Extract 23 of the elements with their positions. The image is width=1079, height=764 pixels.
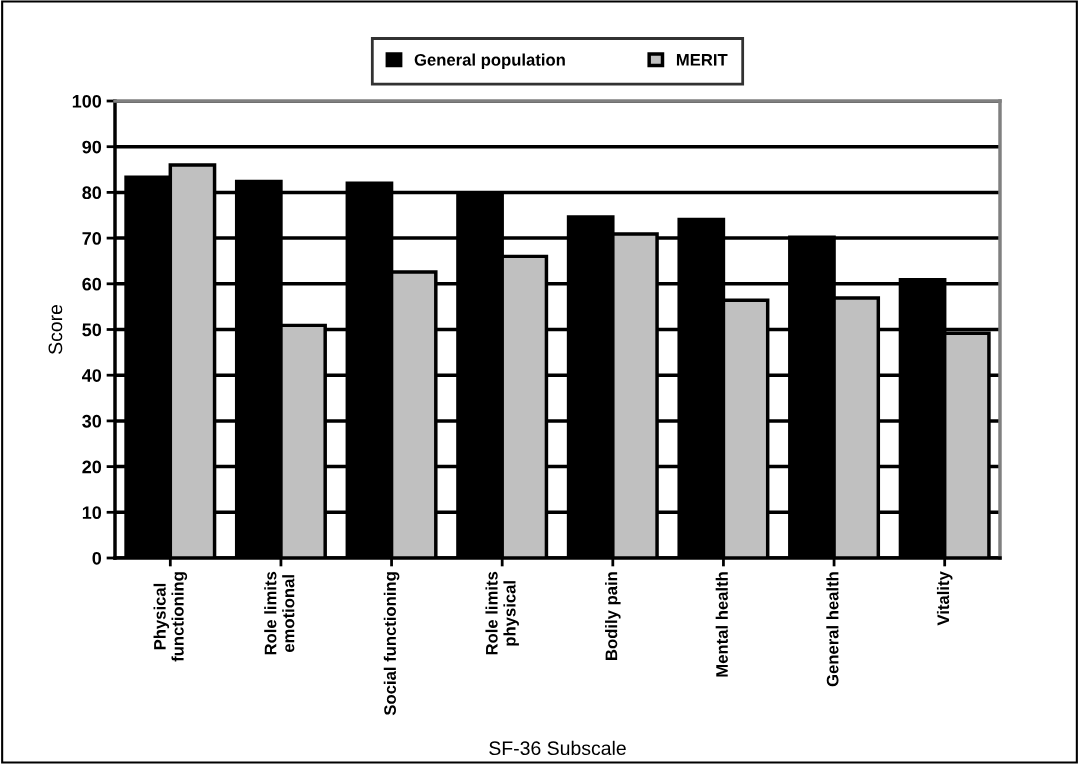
y-axis-title: Score bbox=[48, 304, 63, 355]
y-tick-label: 10 bbox=[82, 506, 102, 520]
x-tick-label: Bodily pain bbox=[605, 572, 621, 660]
x-axis-title: SF-36 Subscale bbox=[489, 740, 626, 756]
y-tick-label: 20 bbox=[82, 460, 102, 474]
y-tick-label: 60 bbox=[82, 277, 102, 291]
legend-label: MERIT bbox=[676, 54, 728, 66]
x-tick-label: Role limits physical bbox=[485, 571, 519, 655]
y-tick-label: 80 bbox=[82, 186, 102, 200]
x-tick-label: General health bbox=[826, 572, 839, 687]
x-tick-label: Physical functioning bbox=[153, 572, 188, 662]
x-tick-label: Role limits emotional bbox=[264, 571, 295, 655]
y-tick-label: 100 bbox=[72, 94, 102, 108]
y-tick-label: 30 bbox=[82, 414, 102, 428]
x-tick-label: Social functioning bbox=[383, 572, 400, 716]
y-tick-label: 50 bbox=[82, 323, 102, 337]
y-tick-label: 40 bbox=[82, 369, 102, 382]
y-tick-label: 70 bbox=[82, 232, 102, 245]
y-tick-label: 0 bbox=[92, 551, 102, 565]
x-tick-label: Mental health bbox=[715, 572, 728, 677]
legend-label: General population bbox=[414, 53, 565, 70]
x-tick-label: Vitality bbox=[936, 571, 953, 626]
y-tick-label: 90 bbox=[82, 140, 102, 154]
